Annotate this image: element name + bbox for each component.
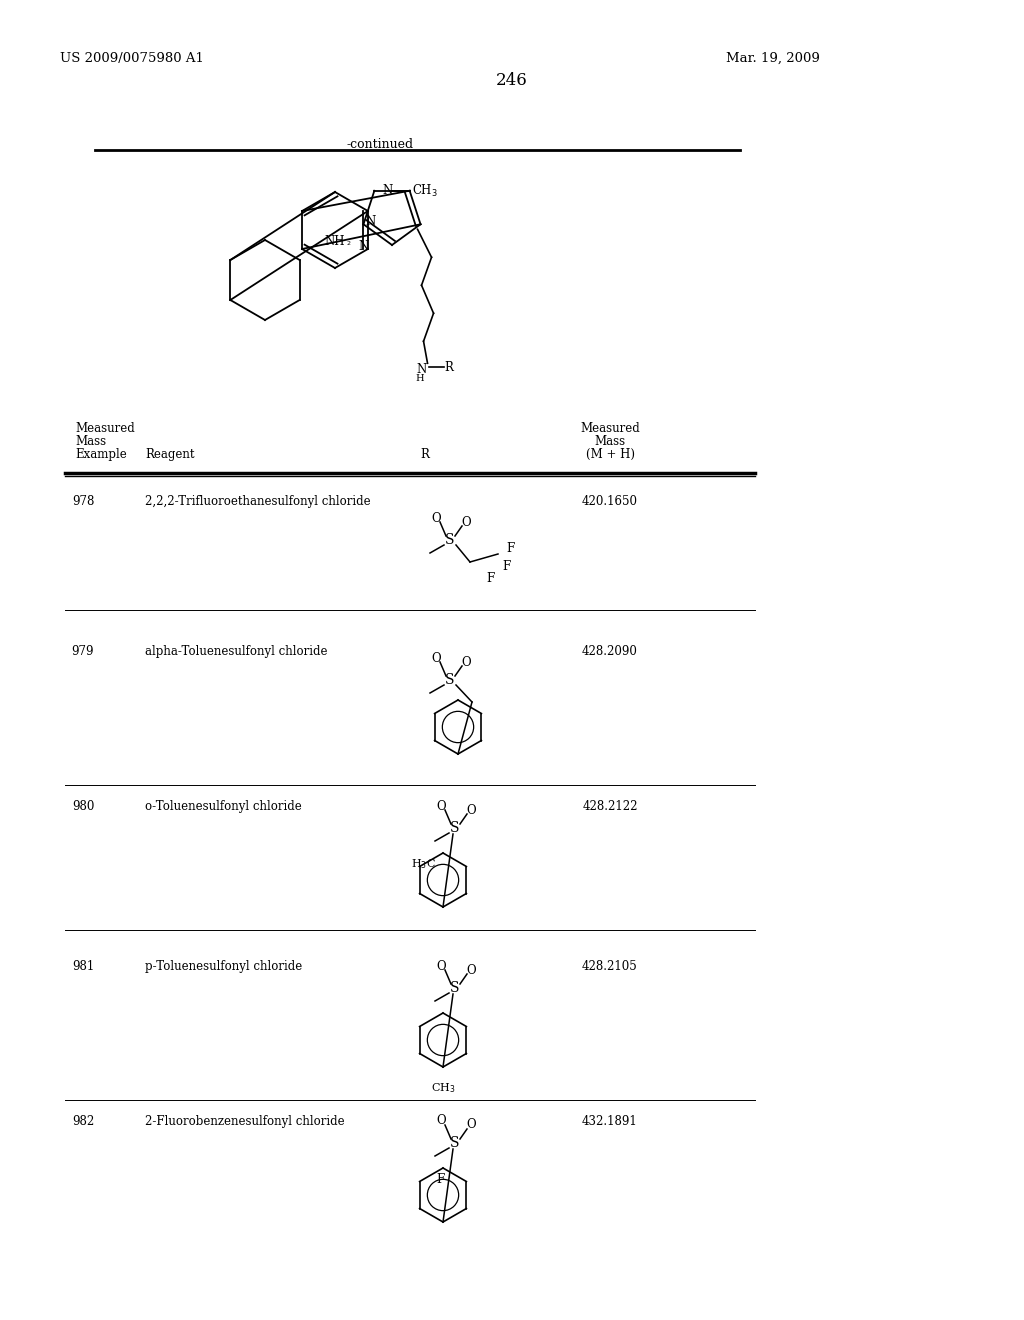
Text: F: F: [506, 543, 514, 556]
Text: 432.1891: 432.1891: [582, 1115, 638, 1129]
Text: o-Toluenesulfonyl chloride: o-Toluenesulfonyl chloride: [145, 800, 302, 813]
Text: O: O: [466, 964, 476, 977]
Text: S: S: [451, 821, 460, 836]
Text: $_2$: $_2$: [346, 239, 351, 248]
Text: Reagent: Reagent: [145, 447, 195, 461]
Text: N: N: [417, 363, 427, 376]
Text: F: F: [502, 560, 510, 573]
Text: CH$_3$: CH$_3$: [431, 1081, 456, 1094]
Text: 420.1650: 420.1650: [582, 495, 638, 508]
Text: Example: Example: [75, 447, 127, 461]
Text: O: O: [461, 656, 471, 668]
Text: O: O: [461, 516, 471, 528]
Text: O: O: [436, 1114, 445, 1127]
Text: Mass: Mass: [75, 436, 106, 447]
Text: Mass: Mass: [595, 436, 626, 447]
Text: R: R: [444, 360, 454, 374]
Text: 978: 978: [72, 495, 94, 508]
Text: O: O: [431, 652, 440, 664]
Text: S: S: [451, 1137, 460, 1150]
Text: O: O: [431, 511, 440, 524]
Text: Measured: Measured: [75, 422, 135, 436]
Text: F: F: [485, 572, 495, 585]
Text: O: O: [436, 800, 445, 813]
Text: N: N: [366, 215, 376, 228]
Text: S: S: [451, 981, 460, 995]
Text: O: O: [436, 960, 445, 973]
Text: S: S: [445, 533, 455, 546]
Text: p-Toluenesulfonyl chloride: p-Toluenesulfonyl chloride: [145, 960, 302, 973]
Text: N: N: [358, 239, 369, 252]
Text: Mar. 19, 2009: Mar. 19, 2009: [726, 51, 820, 65]
Text: (M + H): (M + H): [586, 447, 635, 461]
Text: 979: 979: [72, 645, 94, 657]
Text: R: R: [421, 447, 429, 461]
Text: 982: 982: [72, 1115, 94, 1129]
Text: N: N: [382, 185, 392, 197]
Text: 428.2105: 428.2105: [582, 960, 638, 973]
Text: F: F: [436, 1173, 444, 1185]
Text: 428.2122: 428.2122: [583, 800, 638, 813]
Text: O: O: [466, 1118, 476, 1131]
Text: 428.2090: 428.2090: [582, 645, 638, 657]
Text: 2,2,2-Trifluoroethanesulfonyl chloride: 2,2,2-Trifluoroethanesulfonyl chloride: [145, 495, 371, 508]
Text: H$_3$C: H$_3$C: [412, 858, 436, 871]
Text: O: O: [466, 804, 476, 817]
Text: 246: 246: [496, 73, 528, 88]
Text: NH: NH: [325, 235, 345, 248]
Text: -continued: -continued: [346, 139, 414, 150]
Text: US 2009/0075980 A1: US 2009/0075980 A1: [60, 51, 204, 65]
Text: 2-Fluorobenzenesulfonyl chloride: 2-Fluorobenzenesulfonyl chloride: [145, 1115, 345, 1129]
Text: H: H: [415, 375, 424, 383]
Text: CH$_3$: CH$_3$: [413, 182, 438, 199]
Text: S: S: [445, 673, 455, 686]
Text: Measured: Measured: [581, 422, 640, 436]
Text: 980: 980: [72, 800, 94, 813]
Text: 981: 981: [72, 960, 94, 973]
Text: alpha-Toluenesulfonyl chloride: alpha-Toluenesulfonyl chloride: [145, 645, 328, 657]
